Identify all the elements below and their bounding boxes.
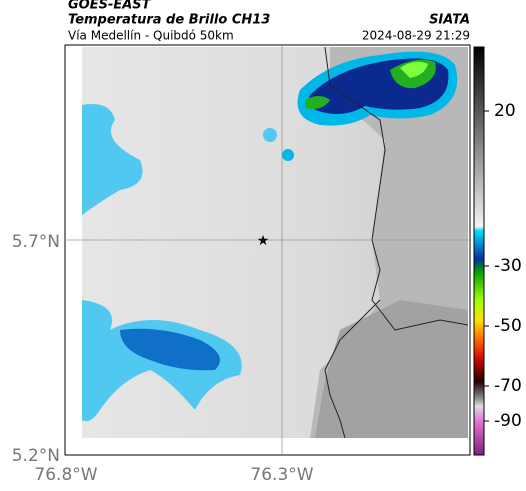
colorbar-tick: -50 [494, 316, 522, 336]
cloud-top [305, 59, 436, 109]
colorbar-tick: 20 [494, 101, 516, 121]
cloud-peak [400, 61, 428, 78]
product: Temperatura de Brillo CH13 [68, 13, 270, 28]
cloud-cell [263, 128, 277, 142]
colorbar [473, 46, 485, 456]
border [324, 47, 468, 331]
colorbar-ticks: 20 -30 -50 -70 -90 [484, 101, 522, 431]
land-warmer [315, 300, 468, 438]
datetime: 2024-08-29 21:29 [362, 29, 470, 43]
x-label: 76.8°W [34, 465, 97, 485]
source: SIATA [429, 13, 470, 28]
cloud-cell [282, 149, 294, 161]
border [324, 299, 381, 438]
colorbar-tick: -70 [494, 376, 522, 396]
cloud-southwest-core [120, 328, 220, 371]
cloud-west [82, 104, 143, 215]
colorbar-tick: -90 [494, 411, 522, 431]
route: Vía Medellín - Quibdó 50km [68, 29, 234, 43]
imagery [82, 47, 468, 438]
y-label: 5.2°N [12, 446, 60, 466]
colorbar-tick: -30 [494, 256, 522, 276]
x-label: 76.3°W [250, 465, 313, 485]
star-marker: ★ [257, 233, 270, 249]
y-label: 5.7°N [12, 232, 60, 252]
satellite: GOES-EAST [68, 0, 152, 13]
